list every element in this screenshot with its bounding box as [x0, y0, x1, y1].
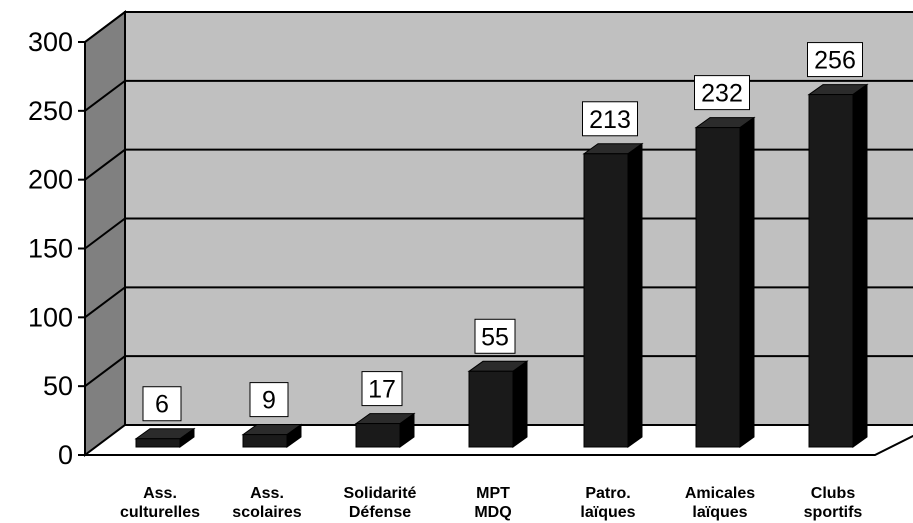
bar-side — [739, 116, 755, 448]
data-label-text: 256 — [814, 47, 856, 75]
data-label-text: 6 — [155, 391, 169, 419]
category-label-line: MPT — [476, 485, 510, 502]
y-tick-label: 0 — [58, 440, 73, 470]
category-label-line: scolaires — [232, 504, 301, 521]
category-label: Ass. scolaires — [232, 485, 301, 521]
category-label: Clubs sportifs — [804, 485, 863, 521]
bar-front — [135, 438, 181, 448]
category-label: Solidarité Défense — [344, 485, 417, 521]
category-label-line: Ass. — [143, 485, 177, 502]
category-label-line: culturelles — [120, 504, 200, 521]
bar — [582, 142, 644, 448]
bar — [807, 83, 869, 448]
bar-front — [695, 127, 741, 448]
category-label-line: Patro. — [585, 485, 630, 502]
gridline — [84, 79, 913, 112]
bar-front — [468, 370, 514, 448]
bar — [354, 412, 416, 448]
category-label: MPT MDQ — [474, 485, 511, 521]
y-tick-label: 150 — [28, 234, 73, 264]
gridline — [84, 355, 913, 387]
y-axis-ticks: 0 50 100 150 200 250 300 — [28, 27, 85, 470]
data-label-box — [474, 318, 516, 354]
y-tick-label: 100 — [28, 302, 73, 332]
y-tick-label: 50 — [43, 371, 73, 401]
category-label-line: laïques — [580, 504, 635, 521]
bar-front — [355, 423, 401, 448]
data-label-box — [249, 382, 289, 418]
bar-side — [512, 360, 528, 448]
category-label: Amicales laïques — [685, 485, 755, 521]
category-label-line: Ass. — [250, 485, 284, 502]
data-label: 55 — [474, 318, 516, 354]
data-label-box — [694, 75, 750, 111]
data-label-text: 213 — [589, 106, 631, 134]
category-label: Patro. laïques — [580, 485, 635, 521]
gridline — [84, 217, 913, 250]
bar-side — [852, 83, 868, 448]
bar — [694, 116, 756, 448]
x-axis-categories: Ass. culturelles Ass. scolaires Solidarité Dé… — [120, 485, 862, 521]
category-label-line: Clubs — [811, 485, 856, 502]
y-tick-label: 300 — [28, 27, 73, 57]
data-label-box — [807, 42, 863, 78]
category-label-line: laïques — [692, 504, 747, 521]
gridline — [84, 11, 913, 43]
bar-front — [583, 153, 629, 448]
gridline — [84, 286, 913, 319]
y-tick-label: 200 — [28, 165, 73, 195]
bar-front — [808, 94, 854, 448]
data-label: 256 — [807, 42, 863, 78]
bar — [134, 427, 196, 448]
data-label-box — [361, 371, 403, 407]
category-label: Ass. culturelles — [120, 485, 200, 521]
category-label-line: MDQ — [474, 504, 511, 521]
data-labels: 6 9 17 55 213 232 256 — [142, 42, 863, 422]
category-label-line: Solidarité — [344, 485, 417, 502]
data-label: 232 — [694, 75, 750, 111]
category-label-line: Défense — [349, 504, 411, 521]
y-tick-label: 250 — [28, 96, 73, 126]
data-label-box — [582, 101, 638, 137]
bar — [467, 360, 529, 448]
data-label: 6 — [142, 386, 182, 422]
category-label-line: Amicales — [685, 485, 755, 502]
bar-front — [242, 434, 288, 448]
bar-side — [627, 142, 643, 448]
data-label: 213 — [582, 101, 638, 137]
category-label-line: sportifs — [804, 504, 863, 521]
data-label: 17 — [361, 371, 403, 407]
bars — [134, 83, 869, 448]
gridline — [84, 148, 913, 181]
data-label-text: 232 — [701, 80, 743, 108]
data-label: 9 — [249, 382, 289, 418]
data-label-text: 17 — [368, 376, 396, 404]
data-label-text: 9 — [262, 387, 276, 415]
data-label-box — [142, 386, 182, 422]
data-label-text: 55 — [481, 323, 509, 351]
gridlines — [84, 11, 913, 387]
bar — [241, 423, 303, 448]
